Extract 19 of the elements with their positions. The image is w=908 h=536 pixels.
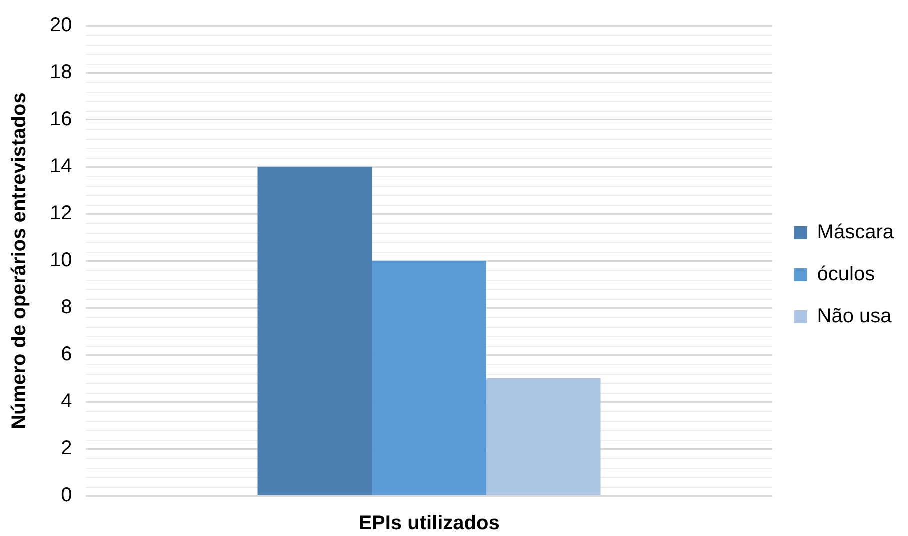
x-axis-title: EPIs utilizados [358, 512, 500, 535]
bar [258, 167, 372, 496]
y-axis-title: Número de operários entrevistados [8, 92, 31, 430]
legend-label: óculos [817, 264, 876, 286]
y-tick-label: 20 [50, 14, 72, 37]
y-tick-label: 12 [50, 202, 72, 225]
bar [372, 261, 486, 496]
y-tick-label: 2 [61, 438, 72, 460]
y-tick-label: 10 [50, 250, 72, 272]
y-tick-label: 18 [50, 62, 72, 84]
y-tick-label: 6 [61, 344, 72, 366]
y-tick-label: 16 [50, 108, 72, 131]
legend-label: Máscara [817, 222, 895, 244]
legend-label: Não usa [817, 306, 893, 328]
y-tick-label: 0 [61, 484, 72, 507]
y-tick-label: 8 [61, 296, 72, 319]
y-tick-label: 4 [61, 390, 72, 413]
bar [486, 378, 601, 496]
y-tick-label: 14 [50, 156, 72, 178]
